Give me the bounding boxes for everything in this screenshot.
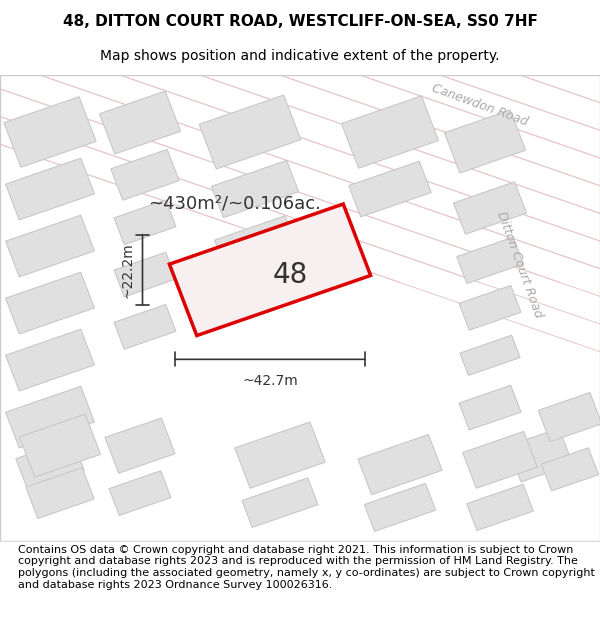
Polygon shape — [26, 468, 94, 519]
Text: ~430m²/~0.106ac.: ~430m²/~0.106ac. — [149, 194, 322, 213]
Polygon shape — [463, 431, 538, 488]
Polygon shape — [5, 272, 94, 334]
Text: Canewdon Road: Canewdon Road — [430, 82, 530, 129]
Polygon shape — [5, 329, 94, 391]
Polygon shape — [460, 335, 520, 376]
Polygon shape — [538, 392, 600, 442]
Text: Ditton Court Road: Ditton Court Road — [494, 210, 545, 320]
Polygon shape — [105, 418, 175, 473]
Polygon shape — [5, 386, 94, 448]
Text: 48, DITTON COURT ROAD, WESTCLIFF-ON-SEA, SS0 7HF: 48, DITTON COURT ROAD, WESTCLIFF-ON-SEA,… — [62, 14, 538, 29]
Polygon shape — [169, 204, 371, 336]
Polygon shape — [5, 158, 94, 220]
Polygon shape — [100, 91, 181, 154]
Polygon shape — [459, 286, 521, 330]
Polygon shape — [5, 215, 94, 277]
Polygon shape — [454, 182, 527, 234]
Polygon shape — [211, 161, 299, 217]
Polygon shape — [109, 471, 171, 516]
Polygon shape — [508, 428, 572, 482]
Polygon shape — [111, 149, 179, 200]
Text: ~22.2m: ~22.2m — [121, 242, 134, 298]
Polygon shape — [541, 448, 599, 491]
Text: ~42.7m: ~42.7m — [242, 374, 298, 388]
Polygon shape — [445, 110, 526, 173]
Polygon shape — [457, 237, 523, 284]
Polygon shape — [341, 96, 439, 168]
Polygon shape — [114, 304, 176, 349]
Polygon shape — [235, 422, 325, 488]
Polygon shape — [199, 95, 301, 169]
Polygon shape — [459, 385, 521, 430]
Polygon shape — [358, 434, 442, 494]
Polygon shape — [215, 216, 295, 267]
Polygon shape — [349, 161, 431, 217]
Polygon shape — [19, 414, 101, 477]
Polygon shape — [114, 200, 176, 244]
Polygon shape — [114, 253, 176, 297]
Polygon shape — [4, 97, 96, 168]
Polygon shape — [364, 483, 436, 531]
Polygon shape — [16, 439, 84, 490]
Text: Contains OS data © Crown copyright and database right 2021. This information is : Contains OS data © Crown copyright and d… — [18, 545, 595, 589]
Polygon shape — [467, 484, 533, 531]
Polygon shape — [242, 478, 318, 528]
Text: Map shows position and indicative extent of the property.: Map shows position and indicative extent… — [100, 49, 500, 63]
Text: 48: 48 — [272, 261, 308, 289]
